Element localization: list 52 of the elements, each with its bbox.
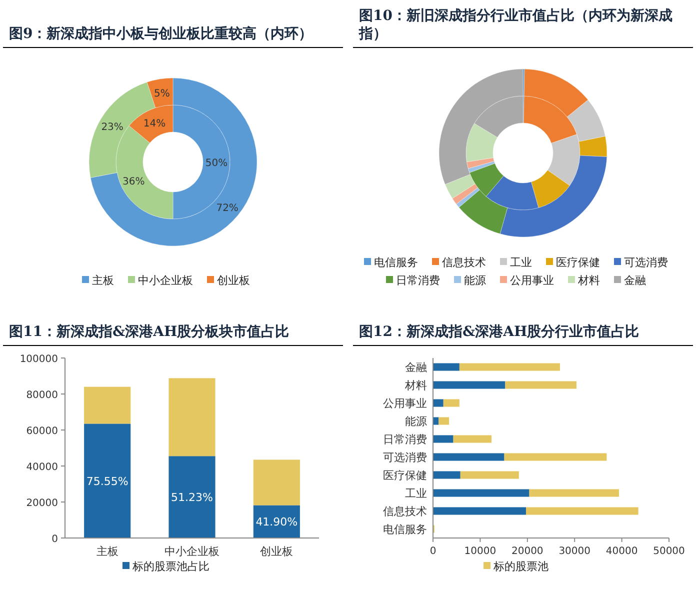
x-tick-label: 40000	[606, 546, 638, 557]
legend-label: 信息技术	[442, 256, 486, 269]
x-tick-label: 30000	[558, 546, 591, 557]
legend-label: 金融	[624, 274, 646, 287]
data-label: 23%	[101, 122, 124, 134]
chart-title: 图11：新深成指&深港AH股分板块市值占比	[3, 318, 343, 346]
chart-title: 图10：新旧深成指分行业市值占比（内环为新深成指）	[353, 2, 693, 48]
data-label: 72%	[216, 202, 238, 214]
y-tick-label: 电信服务	[383, 523, 427, 536]
legend-label: 主板	[92, 274, 114, 287]
x-tick-label: 0	[430, 546, 436, 557]
y-tick-label: 医疗保健	[383, 469, 427, 482]
legend-label: 能源	[464, 274, 486, 287]
y-tick-label: 60000	[26, 426, 58, 437]
x-tick-label: 创业板	[260, 545, 294, 558]
annotation: 51.23%	[171, 491, 213, 504]
legend: 标的股票池占比	[122, 560, 210, 573]
data-label: 36%	[122, 176, 145, 188]
data-label: 14%	[143, 118, 166, 130]
y-tick-label: 0	[52, 534, 58, 545]
legend-label: 材料	[577, 274, 600, 287]
legend: 标的股票池	[484, 560, 548, 573]
x-tick-label: 50000	[653, 546, 685, 557]
legend-label: 电信服务	[374, 256, 418, 269]
y-tick-label: 40000	[26, 462, 58, 473]
legend-label: 工业	[510, 256, 532, 269]
y-tick-label: 80000	[26, 390, 58, 401]
y-tick-label: 100000	[20, 354, 58, 365]
y-tick-label: 20000	[26, 498, 58, 509]
x-tick-label: 中小企业板	[164, 545, 220, 558]
legend-label: 可选消费	[624, 256, 668, 269]
y-tick-label: 材料	[404, 379, 427, 392]
chart-title: 图9：新深成指中小板与创业板比重较高（内环）	[3, 2, 343, 48]
annotation: 41.90%	[256, 516, 298, 529]
legend-label: 医疗保健	[556, 256, 600, 269]
y-tick-label: 可选消费	[383, 451, 427, 464]
annotation: 75.55%	[86, 474, 128, 488]
y-tick-label: 日常消费	[383, 433, 427, 446]
x-tick-label: 主板	[96, 545, 118, 558]
legend-label: 创业板	[217, 274, 250, 287]
chart-title: 图12：新深成指&深港AH股分行业市值占比	[353, 318, 693, 346]
legend-label: 中小企业板	[138, 274, 193, 287]
y-tick-label: 金融	[405, 361, 427, 374]
x-tick-label: 20000	[511, 546, 544, 557]
x-tick-label: 10000	[464, 546, 496, 557]
data-label: 50%	[205, 158, 228, 169]
y-tick-label: 信息技术	[383, 505, 427, 518]
data-label: 5%	[154, 88, 170, 100]
y-tick-label: 工业	[405, 487, 427, 500]
y-tick-label: 公用事业	[383, 397, 427, 410]
y-tick-label: 能源	[405, 415, 427, 428]
legend-label: 公用事业	[510, 274, 554, 287]
